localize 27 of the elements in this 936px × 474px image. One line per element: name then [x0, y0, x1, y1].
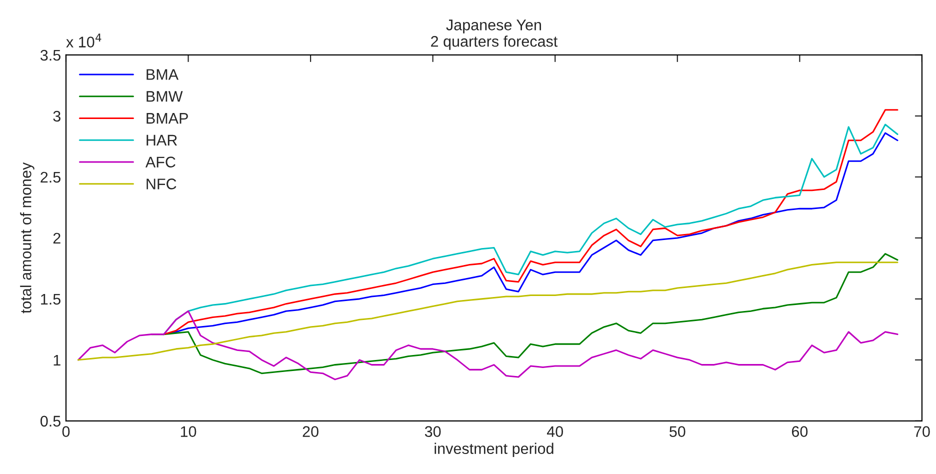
chart-title: Japanese Yen 2 quarters forecast [431, 20, 558, 50]
x-tick-label: 60 [792, 426, 808, 437]
x-tick-label: 50 [670, 426, 686, 437]
y-tick-label: 3 [53, 110, 60, 122]
x-tick-label: 70 [914, 426, 930, 437]
y-tick-label: 1.5 [41, 294, 60, 305]
legend-label: HAR [146, 134, 177, 146]
x-tick-label: 40 [546, 426, 564, 437]
line-series [77, 262, 898, 361]
y-axis-title: total amount of money [20, 162, 34, 314]
x-tick-label: 20 [302, 426, 318, 437]
line-series [77, 310, 898, 380]
x-tick-label: 30 [424, 426, 441, 437]
x-axis-title: investment period [434, 442, 554, 458]
y-tick-label: 3.5 [40, 50, 60, 61]
y-tick-label: 2.5 [40, 172, 60, 183]
legend-label: BMW [146, 91, 183, 102]
legend-label: BMA [146, 69, 179, 80]
y-tick-label: 0.5 [40, 416, 60, 427]
x-tick-label: 0 [62, 426, 70, 437]
legend-label: NFC [146, 178, 176, 190]
legend-label: AFC [145, 156, 176, 168]
text: x 10$^{4}$ [66, 34, 102, 48]
x-tick-label: 10 [180, 426, 196, 437]
y-tick-label: 2 [53, 232, 60, 244]
legend-label: BMAP [146, 113, 188, 124]
y-tick-label: 1 [54, 354, 60, 366]
